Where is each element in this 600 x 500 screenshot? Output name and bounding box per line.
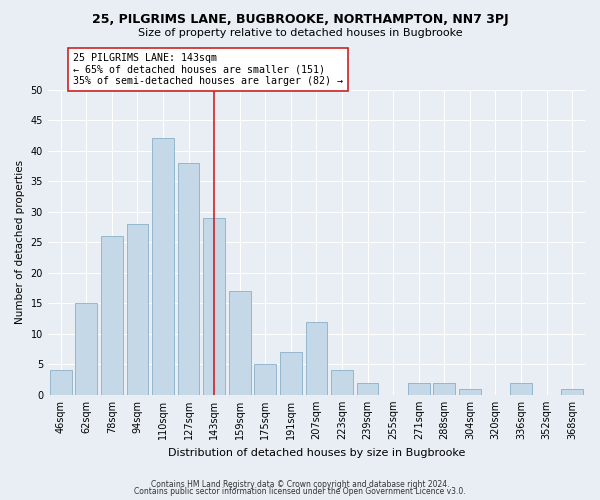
Bar	[152, 138, 174, 395]
Bar	[254, 364, 276, 395]
Text: 25, PILGRIMS LANE, BUGBROOKE, NORTHAMPTON, NN7 3PJ: 25, PILGRIMS LANE, BUGBROOKE, NORTHAMPTO…	[92, 12, 508, 26]
Bar	[357, 382, 379, 395]
Bar	[510, 382, 532, 395]
Bar	[76, 303, 97, 395]
Bar	[50, 370, 71, 395]
Bar	[433, 382, 455, 395]
Bar	[305, 322, 328, 395]
Bar	[331, 370, 353, 395]
Bar	[127, 224, 148, 395]
Bar	[101, 236, 123, 395]
Bar	[203, 218, 225, 395]
Text: Contains public sector information licensed under the Open Government Licence v3: Contains public sector information licen…	[134, 487, 466, 496]
Bar	[408, 382, 430, 395]
Bar	[562, 388, 583, 395]
Text: 25 PILGRIMS LANE: 143sqm
← 65% of detached houses are smaller (151)
35% of semi-: 25 PILGRIMS LANE: 143sqm ← 65% of detach…	[73, 54, 343, 86]
Bar	[229, 291, 251, 395]
Bar	[280, 352, 302, 395]
Y-axis label: Number of detached properties: Number of detached properties	[15, 160, 25, 324]
Text: Size of property relative to detached houses in Bugbrooke: Size of property relative to detached ho…	[137, 28, 463, 38]
Bar	[459, 388, 481, 395]
Text: Contains HM Land Registry data © Crown copyright and database right 2024.: Contains HM Land Registry data © Crown c…	[151, 480, 449, 489]
X-axis label: Distribution of detached houses by size in Bugbrooke: Distribution of detached houses by size …	[168, 448, 465, 458]
Bar	[178, 163, 199, 395]
